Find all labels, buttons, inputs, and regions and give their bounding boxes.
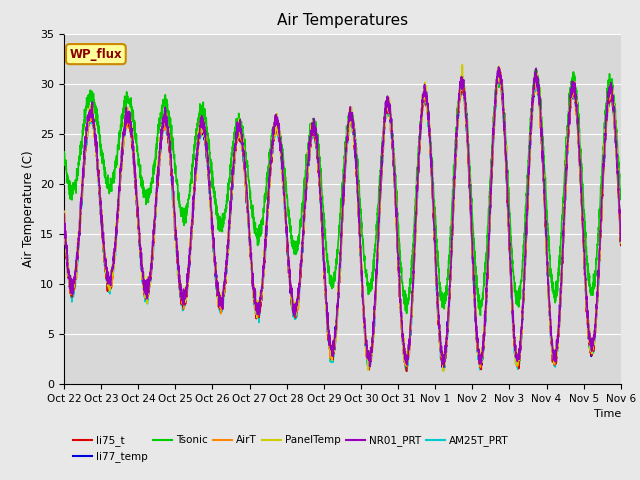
Text: WP_flux: WP_flux (70, 48, 122, 60)
Y-axis label: Air Temperature (C): Air Temperature (C) (22, 151, 35, 267)
Title: Air Temperatures: Air Temperatures (277, 13, 408, 28)
X-axis label: Time: Time (593, 409, 621, 419)
Legend: li75_t, li77_temp, Tsonic, AirT, PanelTemp, NR01_PRT, AM25T_PRT: li75_t, li77_temp, Tsonic, AirT, PanelTe… (69, 431, 513, 467)
